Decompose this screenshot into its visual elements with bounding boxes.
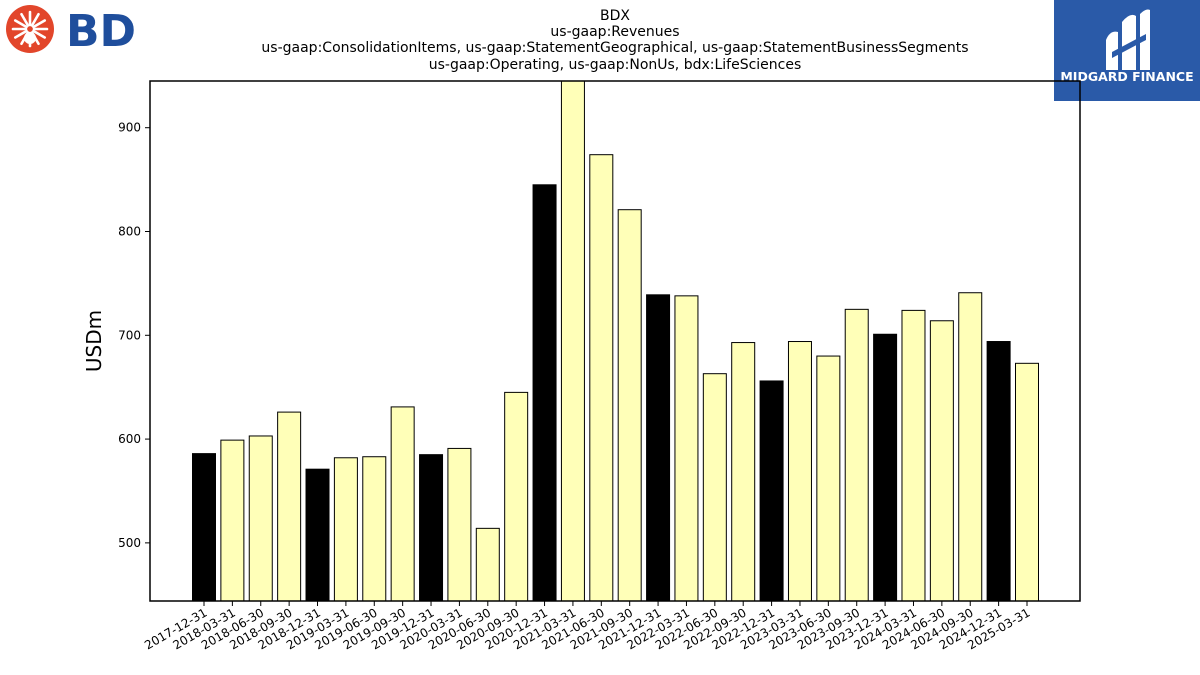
title-line-1: BDX (600, 8, 630, 24)
bar-2020-12-31 (532, 184, 557, 602)
bar-2022-09-30 (731, 342, 756, 602)
bar-2018-12-31 (305, 468, 330, 602)
chart-title: BDX us-gaap:Revenues us-gaap:Consolidati… (261, 8, 968, 73)
bar-2021-06-30 (589, 154, 614, 602)
bar-2019-12-31 (419, 454, 444, 602)
bar-2022-03-31 (674, 295, 699, 602)
title-line-3: us-gaap:ConsolidationItems, us-gaap:Stat… (261, 40, 968, 56)
y-axis: 500 600 700 800 900 (118, 121, 150, 550)
bar-2018-03-31 (220, 439, 245, 602)
bd-logo-text: BD (66, 6, 136, 57)
bar-2022-06-30 (702, 373, 727, 602)
y-tick-label: 600 (118, 432, 141, 446)
bar-2020-06-30 (475, 527, 500, 602)
bar-2019-06-30 (362, 456, 387, 602)
bar-2020-09-30 (504, 391, 529, 602)
bd-logo: BD (6, 5, 136, 57)
bar-2025-03-31 (1015, 362, 1039, 602)
bar-2018-06-30 (248, 435, 273, 602)
bar-2023-06-30 (816, 355, 841, 602)
bar-2023-03-31 (787, 341, 812, 602)
bar-2021-12-31 (646, 294, 671, 602)
bar-series (192, 80, 1039, 602)
bar-2018-09-30 (277, 411, 302, 602)
x-axis: 2017-12-312018-03-312018-06-302018-09-30… (142, 601, 1033, 652)
bar-2020-03-31 (447, 447, 472, 602)
bar-2023-09-30 (844, 308, 869, 602)
bar-2017-12-31 (192, 453, 216, 602)
bar-2021-09-30 (617, 209, 642, 602)
bar-2024-06-30 (929, 320, 954, 602)
y-tick-label: 500 (118, 536, 141, 550)
bar-2021-03-31 (560, 80, 585, 602)
title-line-2: us-gaap:Revenues (550, 24, 679, 40)
bar-2019-09-30 (390, 406, 415, 602)
bar-2022-12-31 (759, 380, 784, 602)
bd-burst-icon (6, 5, 54, 53)
y-tick-label: 700 (118, 328, 141, 342)
bar-2023-12-31 (873, 333, 898, 602)
y-tick-label: 800 (118, 224, 141, 238)
bar-2024-12-31 (986, 341, 1011, 602)
midgard-logo-text: MIDGARD FINANCE (1060, 69, 1193, 84)
plot-frame (149, 80, 1081, 602)
bar-2024-03-31 (901, 309, 926, 602)
midgard-finance-logo: MIDGARD FINANCE (1054, 0, 1200, 101)
midgard-mark-icon (1106, 9, 1150, 70)
y-axis-label: USDm (82, 310, 106, 372)
title-line-4: us-gaap:Operating, us-gaap:NonUs, bdx:Li… (429, 57, 802, 73)
bar-2024-09-30 (958, 292, 983, 602)
y-tick-label: 900 (118, 121, 141, 135)
bar-2019-03-31 (333, 457, 358, 602)
